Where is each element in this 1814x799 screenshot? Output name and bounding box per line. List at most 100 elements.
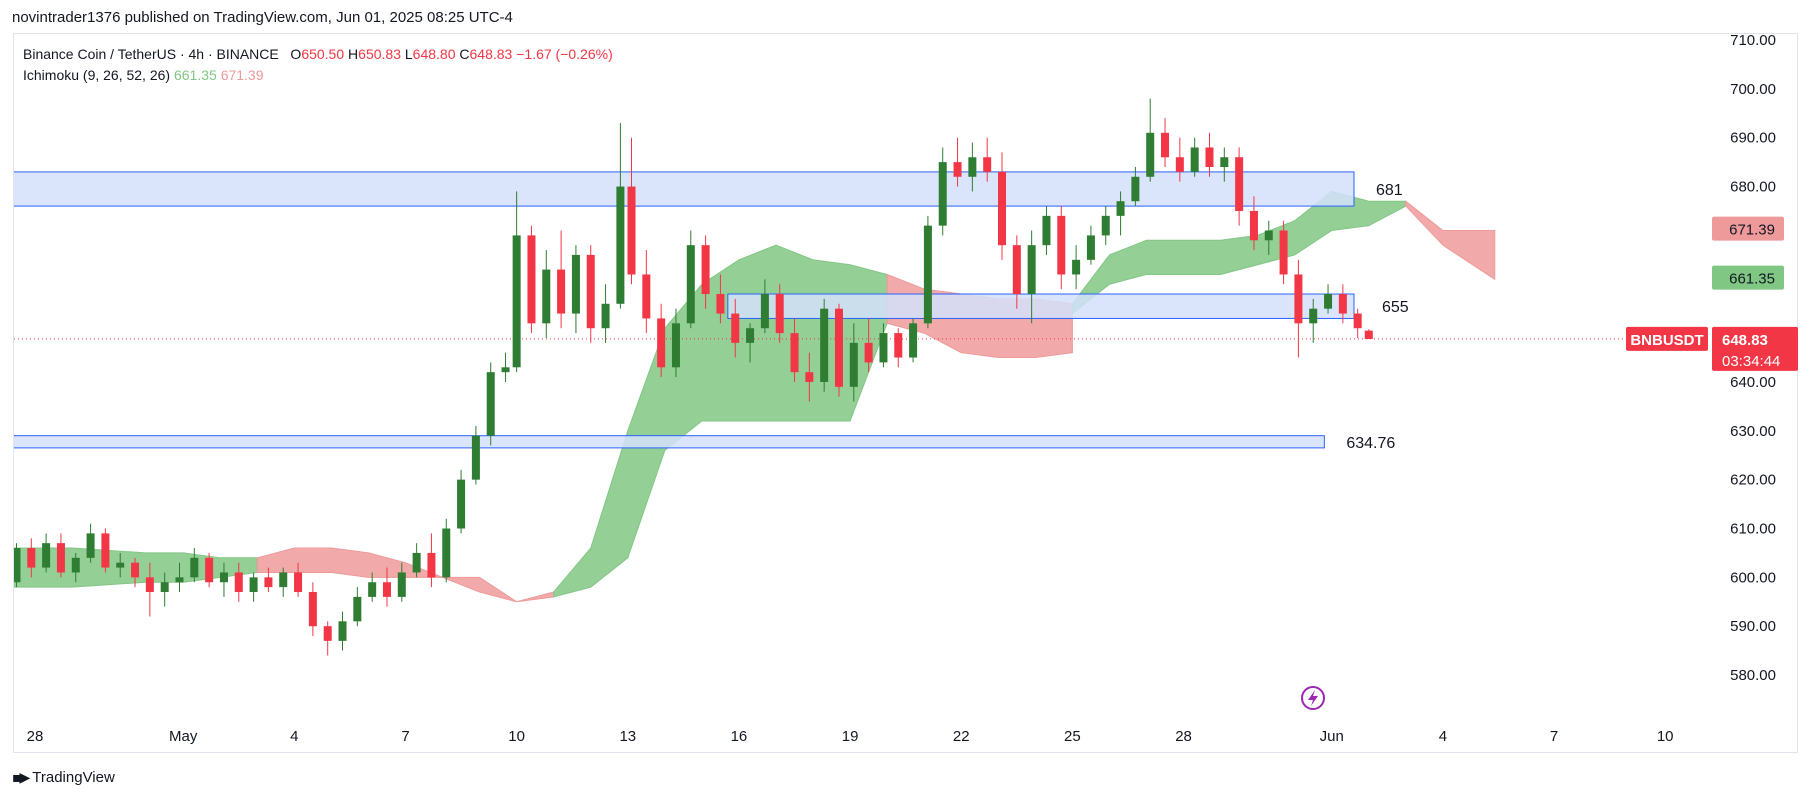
candle-body-22	[338, 621, 347, 641]
x-tick-label: 28	[1175, 728, 1192, 745]
candle-body-69	[1027, 245, 1036, 295]
candle-body-73	[1086, 235, 1095, 260]
candle-body-54	[805, 372, 814, 382]
x-tick-label: 28	[27, 728, 44, 745]
symbol-title: Binance Coin / TetherUS · 4h · BINANCE	[23, 46, 279, 62]
candle-body-57	[849, 342, 858, 387]
candle-body-16	[249, 577, 258, 593]
candle-body-39	[586, 254, 595, 329]
indicator-price-tag-1	[1712, 265, 1784, 290]
candle-body-14	[219, 572, 228, 583]
candle-body-89	[1324, 294, 1333, 309]
symbol-tag	[1626, 326, 1708, 351]
indicator-price-tag-text: 661.35	[1729, 271, 1775, 288]
x-tick-label: 10	[1657, 728, 1674, 745]
candle-body-21	[323, 626, 332, 641]
x-tick-label: 25	[1064, 728, 1081, 745]
candle-body-44	[657, 318, 666, 368]
y-tick-label: 640.00	[1730, 374, 1776, 391]
candle-body-40	[601, 303, 610, 329]
chart-frame[interactable]	[13, 33, 1798, 753]
candle-body-55	[820, 308, 829, 382]
candle-body-80	[1190, 147, 1199, 172]
candle-body-50	[746, 328, 755, 343]
x-tick-label: 7	[401, 728, 409, 745]
x-tick-label: 4	[1439, 728, 1447, 745]
candle-body-70	[1042, 215, 1051, 246]
candle-body-28	[427, 552, 436, 578]
candle-body-65	[968, 157, 977, 177]
candle-body-78	[1161, 132, 1170, 158]
y-tick-label: 690.00	[1730, 130, 1776, 147]
y-tick-label: 610.00	[1730, 521, 1776, 538]
candle-body-58	[864, 342, 873, 363]
candle-body-38	[571, 254, 580, 314]
candle-body-24	[368, 582, 377, 597]
symbol-row[interactable]: Binance Coin / TetherUS · 4h · BINANCE O…	[23, 44, 613, 65]
last-price-text: 648.83	[1722, 332, 1768, 349]
candle-body-79	[1175, 157, 1184, 172]
x-tick-label: 4	[290, 728, 298, 745]
x-tick-label: 19	[842, 728, 859, 745]
indicator-name: Ichimoku (9, 26, 52, 26)	[23, 67, 171, 83]
low-value: 648.80	[412, 46, 456, 62]
candle-body-3	[56, 543, 65, 573]
high-value: 650.83	[358, 46, 401, 62]
candle-body-17	[264, 577, 273, 588]
change-value: −1.67 (−0.26%)	[516, 46, 613, 62]
candle-body-33	[501, 367, 510, 373]
indicator-price-tag-text: 671.39	[1729, 222, 1775, 239]
candle-body-6	[101, 533, 110, 568]
candle-body-5	[86, 533, 95, 558]
x-tick-label: May	[169, 728, 198, 745]
candle-body-68	[1012, 245, 1021, 295]
candle-body-74	[1101, 215, 1110, 236]
symbol-tag-text: BNBUSDT	[1630, 332, 1703, 349]
y-tick-label: 620.00	[1730, 472, 1776, 489]
candle-body-43	[642, 274, 651, 319]
y-tick-label: 700.00	[1730, 81, 1776, 98]
candle-body-64	[953, 162, 962, 177]
y-tick-label: 600.00	[1730, 569, 1776, 586]
candle-body-42	[627, 186, 636, 275]
candle-body-75	[1116, 201, 1125, 216]
lightning-glyph	[1308, 690, 1318, 706]
x-tick-label: 10	[508, 728, 525, 745]
candle-body-30	[457, 479, 466, 529]
zone-rect-1	[727, 293, 1355, 319]
indicator-value-2: 671.39	[220, 67, 264, 83]
tv-logo-icon: ▪▶	[12, 769, 30, 786]
candle-body-72	[1072, 259, 1081, 275]
candle-body-18	[279, 572, 288, 588]
open-label: O	[290, 46, 302, 62]
candle-body-91	[1353, 313, 1362, 329]
candle-body-56	[834, 308, 843, 387]
countdown-text: 03:34:44	[1722, 353, 1780, 370]
brand-name: TradingView	[32, 769, 115, 786]
x-tick-label: 16	[731, 728, 748, 745]
tradingview-logo[interactable]: ▪▶ TradingView	[12, 769, 115, 786]
open-value: 650.50	[301, 46, 345, 62]
candle-body-11	[175, 577, 184, 583]
candle-body-67	[998, 171, 1007, 246]
candle-body-53	[790, 333, 799, 373]
candle-body-23	[353, 596, 362, 622]
candle-body-61	[909, 323, 918, 358]
candle-body-51	[760, 294, 769, 329]
candle-body-12	[190, 557, 199, 578]
candle-body-83	[1235, 157, 1244, 211]
chart-legend: Binance Coin / TetherUS · 4h · BINANCE O…	[23, 44, 613, 86]
x-tick-label: 7	[1550, 728, 1558, 745]
y-tick-label: 680.00	[1730, 179, 1776, 196]
candle-body-13	[205, 557, 214, 583]
candle-body-19	[294, 572, 303, 593]
candle-body-49	[731, 313, 740, 343]
candle-body-1	[27, 548, 36, 568]
lightning-icon[interactable]	[1301, 686, 1325, 710]
candle-body-71	[1057, 215, 1066, 275]
candle-body-26	[397, 572, 406, 597]
candle-body-52	[775, 294, 784, 334]
candle-body-27	[412, 552, 421, 573]
indicator-row[interactable]: Ichimoku (9, 26, 52, 26) 661.35 671.39	[23, 65, 613, 86]
